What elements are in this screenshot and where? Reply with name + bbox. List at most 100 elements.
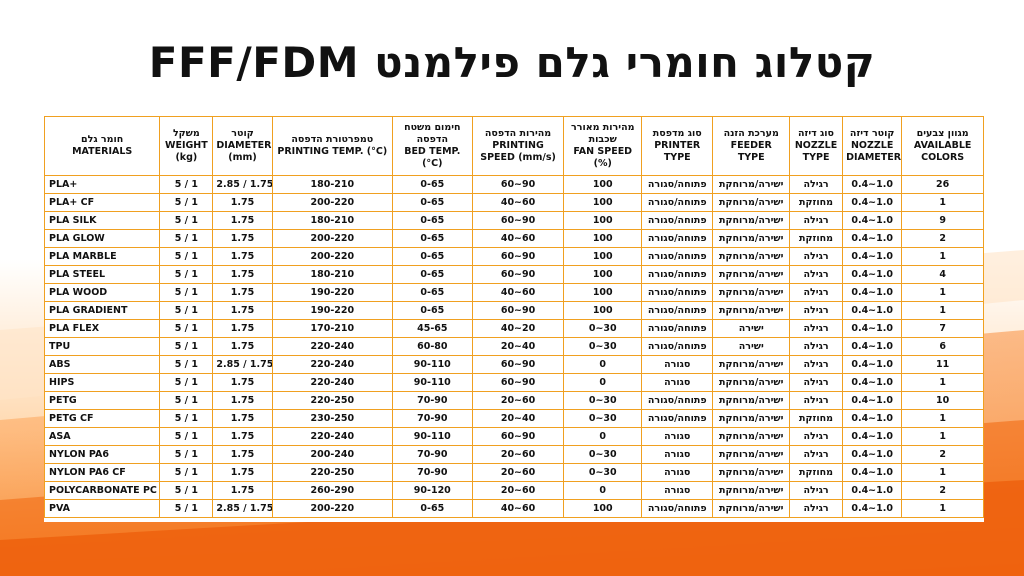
- cell-printer-type: פתוחה/סגורה: [641, 301, 714, 320]
- cell-available-colors: 7: [901, 319, 984, 338]
- cell-weight: 5 / 1: [159, 175, 214, 194]
- cell-nozzle-type: רגילה: [788, 499, 844, 518]
- table-row: ABS 5 / 1 2.85 / 1.75 220-240 90-110 60~90 0 סג…: [43, 355, 984, 374]
- column-header-nozzle-diameter: קוטר דיזה NOZZLE DIAMETER: [842, 116, 903, 176]
- cell-materials: PLA MARBLE: [43, 247, 161, 266]
- column-header-en-label: NOZZLE TYPE: [794, 140, 838, 163]
- cell-printing-speed: 20~60: [471, 463, 565, 482]
- cell-nozzle-type: רגילה: [788, 481, 844, 500]
- cell-nozzle-diameter: 0.4~1.0: [842, 355, 903, 374]
- cell-diameter: 1.75: [212, 283, 273, 302]
- cell-available-colors: 4: [901, 265, 984, 284]
- cell-feeder-type: ישירה: [712, 337, 790, 356]
- cell-printing-speed: 40~20: [471, 319, 565, 338]
- table-row: ASA 5 / 1 1.75 220-240 90-110 60~90 0 סגורה ישיר…: [43, 427, 984, 446]
- cell-materials: ASA: [43, 427, 161, 446]
- cell-nozzle-diameter: 0.4~1.0: [842, 427, 903, 446]
- column-header-en-label: AVAILABLE COLORS: [913, 140, 972, 163]
- column-header-en-label: PRINTING TEMP. (°C): [277, 146, 388, 157]
- cell-fan-speed: 0: [563, 481, 643, 500]
- cell-feeder-type: ישירה/מרוחקת: [712, 211, 790, 230]
- column-header-he-label: מגוון צבעים: [916, 128, 969, 139]
- cell-nozzle-type: מחוזקת: [788, 229, 844, 248]
- cell-fan-speed: 0~30: [563, 409, 643, 428]
- cell-printing-speed: 40~60: [471, 193, 565, 212]
- cell-materials: PLA GLOW: [43, 229, 161, 248]
- column-header-he-label: קוטר: [231, 128, 254, 139]
- cell-bed-temp: 60-80: [392, 337, 473, 356]
- column-header-weight: משקל WEIGHT (kg): [159, 116, 214, 176]
- column-header-he-label: סוג דיזה: [798, 128, 835, 139]
- cell-printer-type: פתוחה/סגורה: [641, 319, 714, 338]
- cell-nozzle-diameter: 0.4~1.0: [842, 445, 903, 464]
- cell-printer-type: סגורה: [641, 355, 714, 374]
- cell-printer-type: סגורה: [641, 427, 714, 446]
- cell-feeder-type: ישירה/מרוחקת: [712, 193, 790, 212]
- cell-materials: TPU: [43, 337, 161, 356]
- cell-nozzle-type: רגילה: [788, 247, 844, 266]
- table-row: PLA GLOW 5 / 1 1.75 200-220 0-65 40~60 100 פתוח…: [43, 229, 984, 248]
- cell-nozzle-type: מחוזקת: [788, 193, 844, 212]
- column-header-en-label: NOZZLE DIAMETER: [846, 140, 902, 163]
- cell-fan-speed: 0~30: [563, 337, 643, 356]
- filament-catalog-table: חומר גלם MATERIALS משקל WEIGHT (kg) קוטר DIAM…: [43, 116, 984, 518]
- cell-printing-temp: 220-240: [271, 337, 394, 356]
- cell-diameter: 1.75: [212, 247, 273, 266]
- cell-printing-temp: 220-240: [271, 373, 394, 392]
- column-header-en-label: MATERIALS: [72, 146, 133, 157]
- cell-weight: 5 / 1: [159, 229, 214, 248]
- cell-feeder-type: ישירה/מרוחקת: [712, 301, 790, 320]
- cell-printing-speed: 60~90: [471, 373, 565, 392]
- cell-diameter: 2.85 / 1.75: [212, 355, 273, 374]
- column-header-en-label: WEIGHT (kg): [164, 140, 208, 163]
- cell-printing-speed: 20~60: [471, 391, 565, 410]
- cell-nozzle-type: רגילה: [788, 445, 844, 464]
- cell-materials: PLA SILK: [43, 211, 161, 230]
- cell-feeder-type: ישירה/מרוחקת: [712, 409, 790, 428]
- cell-fan-speed: 0~30: [563, 319, 643, 338]
- cell-materials: NYLON PA6 CF: [43, 463, 161, 482]
- cell-fan-speed: 100: [563, 175, 643, 194]
- cell-materials: PETG CF: [43, 409, 161, 428]
- table-header: חומר גלם MATERIALS משקל WEIGHT (kg) קוטר DIAM…: [43, 116, 984, 176]
- table-row: PLA+ 5 / 1 2.85 / 1.75 180-210 0-65 60~90 100 פ…: [43, 175, 984, 194]
- cell-feeder-type: ישירה/מרוחקת: [712, 445, 790, 464]
- cell-bed-temp: 0-65: [392, 499, 473, 518]
- cell-diameter: 1.75: [212, 373, 273, 392]
- page-title: קטלוג חומרי גלם פילמנט FFF/FDM: [148, 38, 876, 87]
- cell-bed-temp: 45-65: [392, 319, 473, 338]
- cell-printing-temp: 180-210: [271, 265, 394, 284]
- cell-printer-type: סגורה: [641, 481, 714, 500]
- column-header-he-label: מהירות הדפסה: [484, 128, 552, 139]
- cell-weight: 5 / 1: [159, 391, 214, 410]
- cell-fan-speed: 0: [563, 355, 643, 374]
- cell-bed-temp: 70-90: [392, 445, 473, 464]
- cell-printer-type: פתוחה/סגורה: [641, 229, 714, 248]
- cell-nozzle-type: רגילה: [788, 301, 844, 320]
- cell-nozzle-diameter: 0.4~1.0: [842, 175, 903, 194]
- column-header-en-label: DIAMETER (mm): [216, 140, 272, 163]
- cell-feeder-type: ישירה: [712, 319, 790, 338]
- cell-materials: PLA WOOD: [43, 283, 161, 302]
- filament-catalog-table-container: חומר גלם MATERIALS משקל WEIGHT (kg) קוטר DIAM…: [43, 116, 984, 522]
- cell-feeder-type: ישירה/מרוחקת: [712, 283, 790, 302]
- cell-diameter: 1.75: [212, 301, 273, 320]
- column-header-fan-speed: מהירות מאורר שכבות FAN SPEED (%): [563, 116, 643, 176]
- cell-diameter: 1.75: [212, 481, 273, 500]
- cell-fan-speed: 100: [563, 211, 643, 230]
- cell-feeder-type: ישירה/מרוחקת: [712, 391, 790, 410]
- cell-weight: 5 / 1: [159, 247, 214, 266]
- cell-printing-temp: 230-250: [271, 409, 394, 428]
- column-header-en-label: PRINTER TYPE: [654, 140, 701, 163]
- cell-printing-temp: 220-250: [271, 463, 394, 482]
- cell-nozzle-diameter: 0.4~1.0: [842, 373, 903, 392]
- table-row: TPU 5 / 1 1.75 220-240 60-80 20~40 0~30 פתוחה/ס…: [43, 337, 984, 356]
- cell-available-colors: 26: [901, 175, 984, 194]
- cell-diameter: 1.75: [212, 409, 273, 428]
- cell-printer-type: פתוחה/סגורה: [641, 265, 714, 284]
- cell-feeder-type: ישירה/מרוחקת: [712, 265, 790, 284]
- cell-printing-temp: 180-210: [271, 211, 394, 230]
- table-row: NYLON PA6 CF 5 / 1 1.75 220-250 70-90 20~60 0~…: [43, 463, 984, 482]
- cell-weight: 5 / 1: [159, 301, 214, 320]
- cell-materials: NYLON PA6: [43, 445, 161, 464]
